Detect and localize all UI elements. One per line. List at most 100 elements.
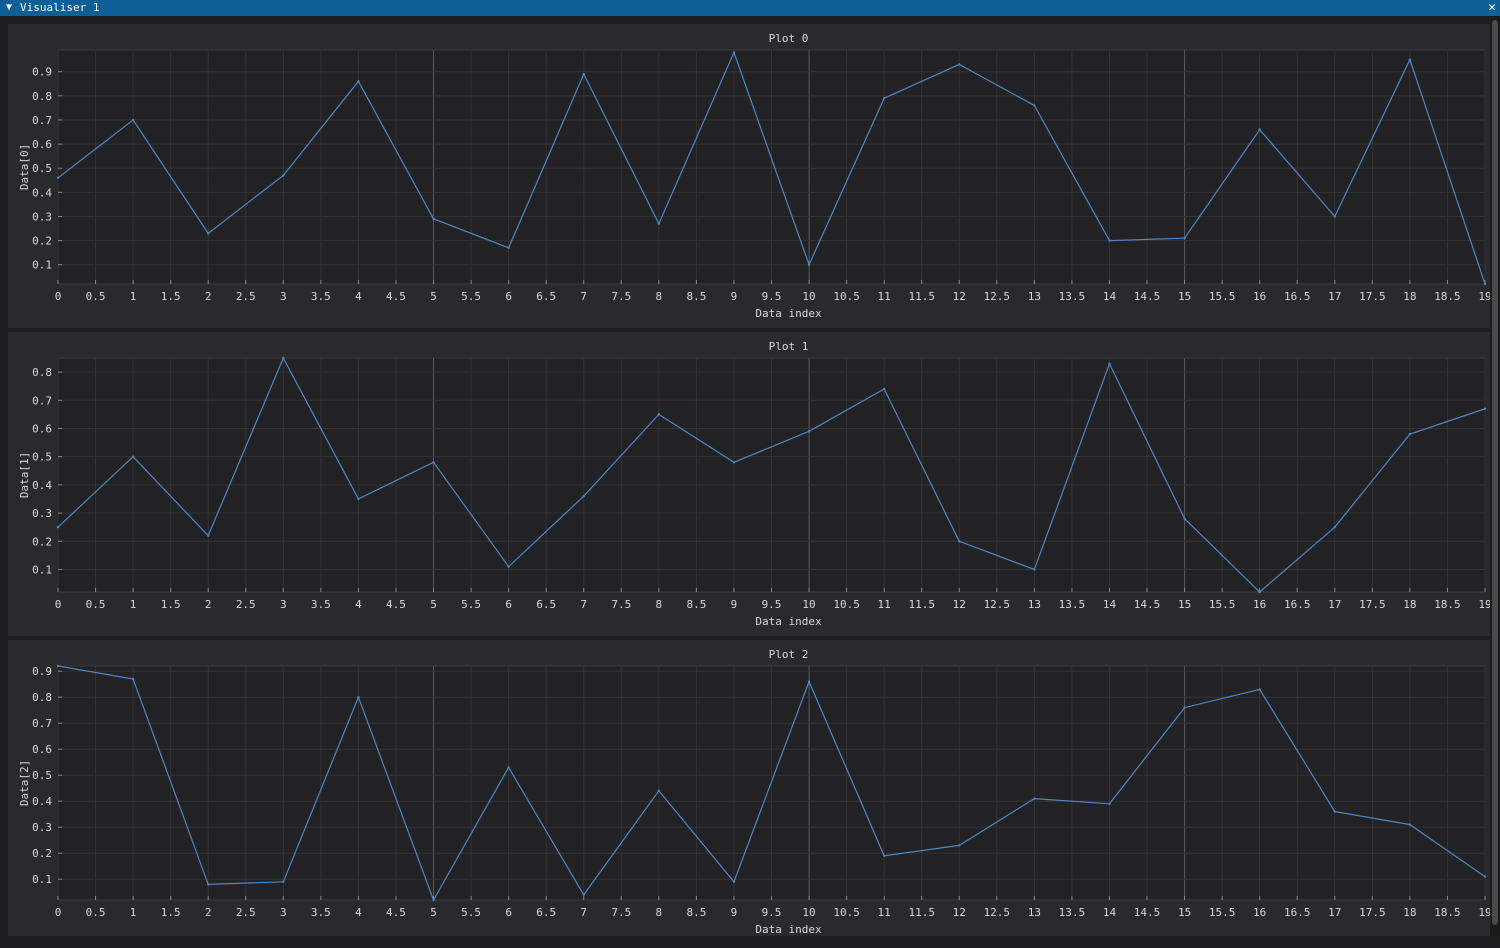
x-tick-label: 9 xyxy=(731,598,738,611)
data-point xyxy=(883,97,885,99)
x-tick-label: 3.5 xyxy=(311,906,331,919)
x-tick-label: 6.5 xyxy=(536,906,556,919)
x-tick-label: 8 xyxy=(656,906,663,919)
x-tick-label: 1.5 xyxy=(161,598,181,611)
y-tick-label: 0.7 xyxy=(32,114,52,127)
x-tick-label: 12.5 xyxy=(984,290,1011,303)
x-tick-label: 4.5 xyxy=(386,906,406,919)
x-tick-label: 4.5 xyxy=(386,290,406,303)
data-point xyxy=(357,696,359,698)
x-tick-label: 9.5 xyxy=(762,598,782,611)
x-tick-label: 17 xyxy=(1328,598,1341,611)
x-tick-label: 16.5 xyxy=(1284,290,1311,303)
data-point xyxy=(132,678,134,680)
x-tick-label: 17.5 xyxy=(1359,598,1386,611)
x-tick-label: 2 xyxy=(205,906,212,919)
data-point xyxy=(958,63,960,65)
x-tick-label: 15 xyxy=(1178,906,1191,919)
x-tick-label: 13 xyxy=(1028,906,1041,919)
triangle-down-icon[interactable]: ▼ xyxy=(6,0,12,16)
plot-panel-2: 0 0.5 1 1.5 2 2.5 3 3.5 4 4.5 5 5.5 6 6.5 7 7.5 8 8.5 9 9.5… xyxy=(8,640,1490,936)
x-tick-label: 8.5 xyxy=(686,598,706,611)
plot-panel-0: 0 0.5 1 1.5 2 2.5 3 3.5 4 4.5 5 5.5 6 6.5 7 7.5 8 8.5 9 9.5… xyxy=(8,24,1490,328)
data-point xyxy=(1108,239,1110,241)
data-point xyxy=(1108,803,1110,805)
x-tick-label: 13 xyxy=(1028,290,1041,303)
plot-title: Plot 1 xyxy=(769,340,809,353)
data-point xyxy=(1334,215,1336,217)
y-tick-label: 0.6 xyxy=(32,138,52,151)
x-tick-label: 9.5 xyxy=(762,290,782,303)
x-tick-label: 16.5 xyxy=(1284,598,1311,611)
scrollbar-thumb[interactable] xyxy=(1492,20,1498,925)
data-point xyxy=(1033,568,1035,570)
x-tick-label: 15.5 xyxy=(1209,290,1236,303)
chart-1[interactable]: 0 0.5 1 1.5 2 2.5 3 3.5 4 4.5 5 5.5 6 6.5 7 7.5 8 8.5 9 9.5… xyxy=(8,332,1490,636)
x-tick-label: 6 xyxy=(505,906,512,919)
x-tick-label: 0.5 xyxy=(86,290,106,303)
x-tick-label: 5.5 xyxy=(461,906,481,919)
x-tick-label: 5 xyxy=(430,290,437,303)
x-tick-label: 6 xyxy=(505,598,512,611)
x-tick-label: 6.5 xyxy=(536,290,556,303)
data-point xyxy=(658,222,660,224)
plot-title: Plot 0 xyxy=(769,32,809,45)
x-tick-label: 5 xyxy=(430,598,437,611)
y-axis-label: Data[0] xyxy=(18,144,31,190)
y-tick-label: 0.3 xyxy=(32,507,52,520)
x-tick-label: 17 xyxy=(1328,906,1341,919)
x-tick-label: 11.5 xyxy=(908,906,935,919)
y-tick-label: 0.5 xyxy=(32,162,52,175)
x-tick-label: 0 xyxy=(55,598,62,611)
data-point xyxy=(507,766,509,768)
close-icon[interactable]: ✕ xyxy=(1488,0,1496,16)
x-tick-label: 4 xyxy=(355,598,362,611)
x-tick-label: 18 xyxy=(1403,290,1416,303)
y-tick-label: 0.4 xyxy=(32,186,52,199)
data-point xyxy=(1484,875,1486,877)
window-titlebar[interactable]: ▼ Visualiser 1 ✕ xyxy=(0,0,1500,16)
x-tick-label: 4 xyxy=(355,906,362,919)
x-tick-label: 18 xyxy=(1403,906,1416,919)
x-tick-label: 16 xyxy=(1253,290,1266,303)
data-point xyxy=(357,498,359,500)
x-tick-label: 17 xyxy=(1328,290,1341,303)
data-point xyxy=(733,881,735,883)
x-tick-label: 4 xyxy=(355,290,362,303)
x-tick-label: 8 xyxy=(656,598,663,611)
x-tick-label: 14 xyxy=(1103,598,1117,611)
y-tick-label: 0.9 xyxy=(32,665,52,678)
x-tick-label: 13.5 xyxy=(1059,906,1086,919)
data-point xyxy=(1334,526,1336,528)
data-point xyxy=(507,247,509,249)
chart-0[interactable]: 0 0.5 1 1.5 2 2.5 3 3.5 4 4.5 5 5.5 6 6.5 7 7.5 8 8.5 9 9.5… xyxy=(8,24,1490,328)
x-tick-label: 9 xyxy=(731,290,738,303)
x-tick-label: 9 xyxy=(731,906,738,919)
x-tick-label: 1 xyxy=(130,598,137,611)
x-tick-label: 10 xyxy=(802,290,815,303)
x-tick-label: 14.5 xyxy=(1134,906,1161,919)
data-point xyxy=(583,73,585,75)
data-point xyxy=(1183,517,1185,519)
x-tick-label: 1 xyxy=(130,906,137,919)
data-point xyxy=(583,894,585,896)
x-axis-label: Data index xyxy=(755,923,822,936)
y-tick-label: 0.2 xyxy=(32,535,52,548)
x-tick-label: 11 xyxy=(878,906,891,919)
x-tick-label: 2.5 xyxy=(236,598,256,611)
data-point xyxy=(808,430,810,432)
data-point xyxy=(1108,362,1110,364)
x-tick-label: 11 xyxy=(878,290,891,303)
x-tick-label: 10 xyxy=(802,598,815,611)
x-tick-label: 7 xyxy=(580,290,587,303)
x-tick-label: 5.5 xyxy=(461,598,481,611)
y-tick-label: 0.7 xyxy=(32,394,52,407)
x-tick-label: 15 xyxy=(1178,598,1191,611)
x-tick-label: 10.5 xyxy=(833,906,860,919)
plot-panel-1: 0 0.5 1 1.5 2 2.5 3 3.5 4 4.5 5 5.5 6 6.5 7 7.5 8 8.5 9 9.5… xyxy=(8,332,1490,636)
data-point xyxy=(808,264,810,266)
data-point xyxy=(1183,706,1185,708)
y-tick-label: 0.8 xyxy=(32,90,52,103)
chart-2[interactable]: 0 0.5 1 1.5 2 2.5 3 3.5 4 4.5 5 5.5 6 6.5 7 7.5 8 8.5 9 9.5… xyxy=(8,640,1490,944)
x-tick-label: 1.5 xyxy=(161,290,181,303)
